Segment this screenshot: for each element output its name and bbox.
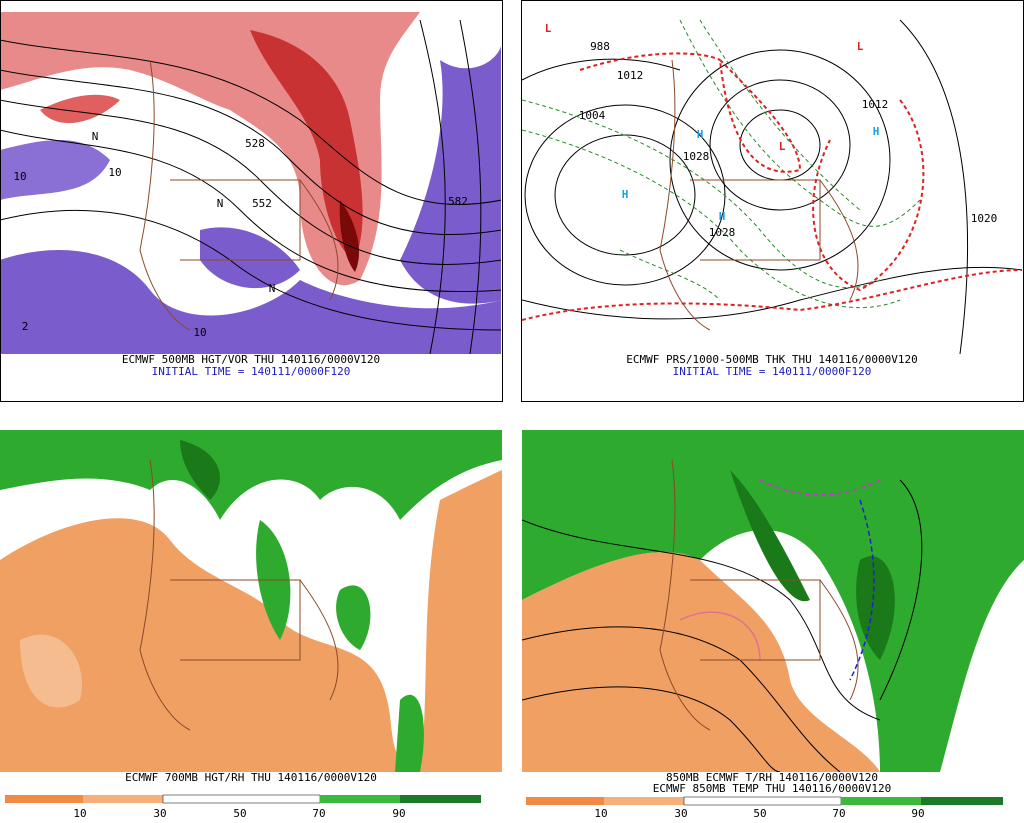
map-label: N xyxy=(269,282,276,295)
map-label: 2 xyxy=(22,320,29,333)
colorbar-label: 70 xyxy=(312,807,325,819)
colorbar-label: 90 xyxy=(911,807,924,819)
map-label: 1028 xyxy=(709,226,736,239)
map-label: L xyxy=(857,40,864,53)
colorbar-label: 70 xyxy=(832,807,845,819)
map-label: 10 xyxy=(193,326,206,339)
panel-caption: ECMWF PRS/1000-500MB THK THU 140116/0000… xyxy=(626,353,917,366)
map-label: 988 xyxy=(590,40,610,53)
map-label: 10 xyxy=(13,170,26,183)
colorbar-label: 50 xyxy=(233,807,246,819)
map-label: H xyxy=(697,128,704,141)
map-label: N xyxy=(92,130,99,143)
map-label: 528 xyxy=(245,137,265,150)
map-label: 10 xyxy=(108,166,121,179)
map-label: 1012 xyxy=(862,98,889,111)
map-700mb-rh xyxy=(0,430,502,772)
map-label: H xyxy=(873,125,880,138)
colorbar-label: 90 xyxy=(392,807,405,819)
panel-caption: 850MB ECMWF T/RH 140116/0000V120 xyxy=(666,771,878,784)
map-label: H xyxy=(622,188,629,201)
panel-caption: ECMWF 500MB HGT/VOR THU 140116/0000V120 xyxy=(122,353,380,366)
map-label: L xyxy=(779,140,786,153)
colorbar-label: 30 xyxy=(674,807,687,819)
map-500mb xyxy=(1,12,501,354)
colorbar xyxy=(526,796,1003,806)
initial-time: INITIAL TIME = 140111/0000F120 xyxy=(673,365,872,378)
colorbar xyxy=(5,794,481,804)
colorbar-label: 50 xyxy=(753,807,766,819)
map-label: 1020 xyxy=(971,212,998,225)
map-850mb xyxy=(522,430,1024,772)
map-label: 1012 xyxy=(617,69,644,82)
map-mslp xyxy=(522,12,1022,354)
map-label: 552 xyxy=(252,197,272,210)
colorbar-label: 30 xyxy=(153,807,166,819)
panel-caption: ECMWF 850MB TEMP THU 140116/0000V120 xyxy=(653,782,891,795)
map-label: H xyxy=(719,210,726,223)
colorbar-label: 10 xyxy=(594,807,607,819)
map-label: 1028 xyxy=(683,150,710,163)
map-label: 1004 xyxy=(579,109,606,122)
map-label: L xyxy=(545,22,552,35)
map-label: N xyxy=(217,197,224,210)
panel-border xyxy=(0,0,503,402)
colorbar-label: 10 xyxy=(73,807,86,819)
panel-caption: ECMWF 700MB HGT/RH THU 140116/0000V120 xyxy=(125,771,377,784)
map-label: 582 xyxy=(448,195,468,208)
initial-time: INITIAL TIME = 140111/0000F120 xyxy=(152,365,351,378)
